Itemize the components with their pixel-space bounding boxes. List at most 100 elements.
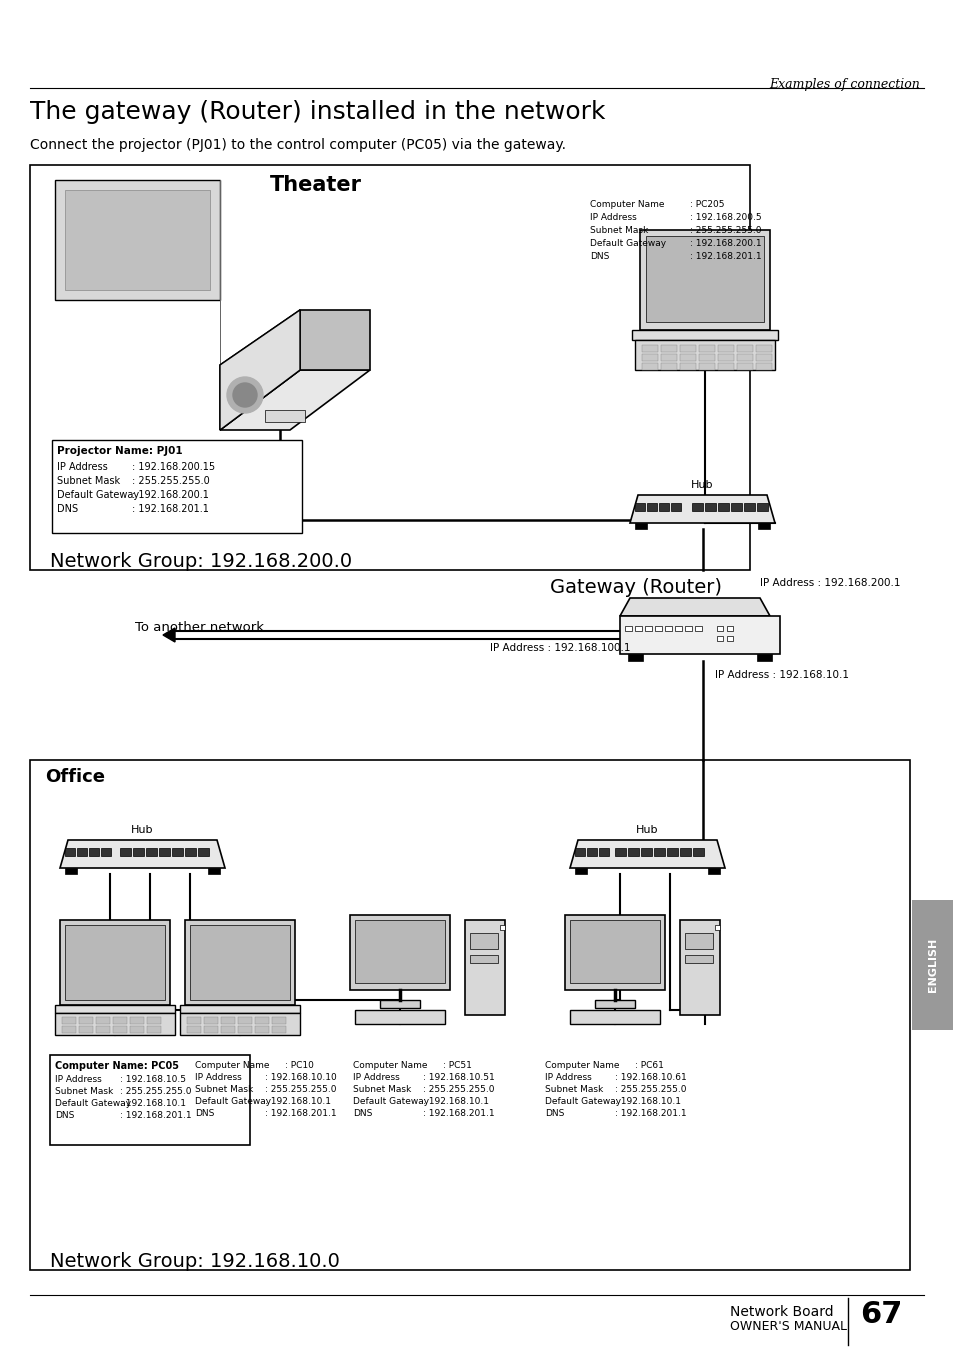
Text: : 255.255.255.0: : 255.255.255.0: [120, 1087, 192, 1096]
Bar: [355, 919, 444, 983]
Polygon shape: [220, 370, 370, 430]
Text: IP Address : 192.168.10.1: IP Address : 192.168.10.1: [714, 671, 848, 680]
Bar: [79, 1026, 92, 1033]
Bar: [470, 955, 497, 963]
Bar: [65, 868, 77, 873]
Bar: [89, 848, 99, 856]
Text: Examples of connection: Examples of connection: [768, 78, 919, 91]
Text: : 192.168.10.51: : 192.168.10.51: [422, 1073, 495, 1082]
Bar: [757, 654, 771, 661]
Text: : 192.168.10.1: : 192.168.10.1: [120, 1099, 186, 1109]
Bar: [185, 848, 195, 856]
Bar: [147, 1026, 161, 1033]
Bar: [660, 345, 677, 352]
Text: Computer Name: Computer Name: [353, 1061, 427, 1069]
Bar: [631, 330, 778, 339]
Text: IP Address : 192.168.100.1: IP Address : 192.168.100.1: [490, 644, 630, 653]
Text: : 192.168.201.1: : 192.168.201.1: [615, 1109, 686, 1118]
Polygon shape: [220, 310, 299, 430]
Bar: [272, 1026, 286, 1033]
Text: IP Address : 192.168.200.1: IP Address : 192.168.200.1: [760, 579, 900, 588]
Text: IP Address: IP Address: [55, 1075, 102, 1084]
Text: The gateway (Router) installed in the network: The gateway (Router) installed in the ne…: [30, 100, 605, 124]
Text: : 192.168.10.5: : 192.168.10.5: [120, 1075, 186, 1084]
Bar: [641, 362, 658, 370]
Text: : 255.255.255.0: : 255.255.255.0: [689, 226, 760, 235]
Bar: [464, 919, 504, 1015]
Bar: [737, 345, 752, 352]
Bar: [684, 626, 691, 631]
Bar: [470, 933, 497, 949]
Circle shape: [233, 383, 256, 407]
Bar: [101, 848, 111, 856]
Bar: [714, 925, 720, 930]
Bar: [679, 362, 696, 370]
Text: : 192.168.201.1: : 192.168.201.1: [689, 251, 760, 261]
Bar: [704, 503, 716, 511]
Bar: [635, 339, 774, 370]
Bar: [726, 626, 732, 631]
Bar: [55, 1013, 174, 1036]
Polygon shape: [569, 840, 724, 868]
Bar: [65, 925, 165, 1000]
Bar: [586, 848, 597, 856]
Text: : 255.255.255.0: : 255.255.255.0: [615, 1086, 686, 1094]
Bar: [180, 1005, 299, 1013]
Text: Network Group: 192.168.10.0: Network Group: 192.168.10.0: [50, 1252, 339, 1271]
Text: Subnet Mask: Subnet Mask: [589, 226, 648, 235]
Bar: [55, 180, 220, 300]
Text: : 192.168.200.1: : 192.168.200.1: [689, 239, 760, 247]
Bar: [254, 1026, 269, 1033]
Bar: [654, 848, 664, 856]
Bar: [65, 191, 210, 289]
Text: Default Gateway: Default Gateway: [194, 1096, 271, 1106]
Text: : PC51: : PC51: [442, 1061, 472, 1069]
Bar: [187, 1026, 201, 1033]
Polygon shape: [619, 598, 769, 617]
Bar: [707, 868, 720, 873]
Text: : PC10: : PC10: [285, 1061, 314, 1069]
Bar: [699, 362, 714, 370]
Bar: [237, 1017, 252, 1023]
Bar: [52, 439, 302, 533]
Bar: [635, 626, 641, 631]
Text: : 192.168.10.1: : 192.168.10.1: [422, 1096, 489, 1106]
Bar: [757, 503, 767, 511]
Bar: [187, 1017, 201, 1023]
Bar: [666, 848, 678, 856]
Text: Connect the projector (PJ01) to the control computer (PC05) via the gateway.: Connect the projector (PJ01) to the cont…: [30, 138, 565, 151]
Text: DNS: DNS: [55, 1111, 74, 1119]
Text: : PC205: : PC205: [689, 200, 723, 210]
Bar: [204, 1026, 218, 1033]
Text: DNS: DNS: [194, 1109, 214, 1118]
Bar: [598, 848, 608, 856]
Bar: [60, 919, 170, 1005]
Text: : 192.168.200.1: : 192.168.200.1: [132, 489, 209, 500]
Bar: [159, 848, 170, 856]
Text: : 192.168.10.1: : 192.168.10.1: [615, 1096, 680, 1106]
Bar: [132, 848, 144, 856]
Bar: [146, 848, 157, 856]
Bar: [911, 900, 953, 1030]
Text: : 192.168.201.1: : 192.168.201.1: [265, 1109, 336, 1118]
Text: Subnet Mask: Subnet Mask: [55, 1087, 113, 1096]
Bar: [190, 925, 290, 1000]
Bar: [718, 503, 728, 511]
Bar: [644, 626, 651, 631]
Bar: [627, 654, 642, 661]
Bar: [743, 503, 754, 511]
Text: : 192.168.200.5: : 192.168.200.5: [689, 214, 760, 222]
Bar: [679, 848, 690, 856]
Bar: [575, 868, 586, 873]
Text: To another network: To another network: [135, 621, 264, 634]
Bar: [670, 503, 680, 511]
Text: IP Address: IP Address: [353, 1073, 399, 1082]
Text: IP Address: IP Address: [544, 1073, 591, 1082]
Text: DNS: DNS: [544, 1109, 564, 1118]
Text: DNS: DNS: [353, 1109, 372, 1118]
Bar: [30, 760, 909, 1270]
Bar: [180, 1013, 299, 1036]
Bar: [659, 503, 668, 511]
Bar: [635, 523, 646, 529]
Bar: [717, 635, 722, 641]
